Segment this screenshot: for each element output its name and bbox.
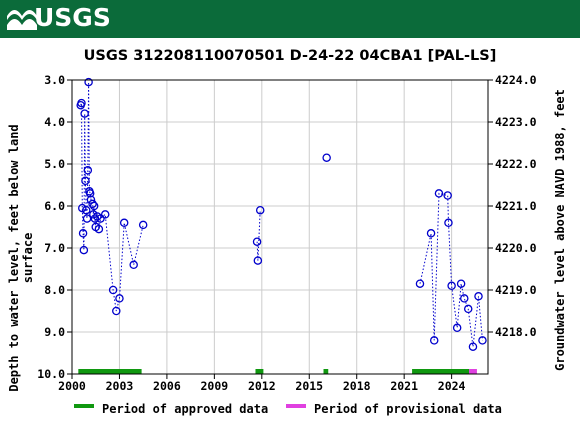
data-point (456, 279, 466, 288)
data-point (434, 189, 444, 198)
x-tick-label: 2018 (343, 379, 371, 393)
series-line (256, 210, 261, 261)
data-point (460, 294, 469, 303)
approved-period-bar (78, 369, 142, 374)
y-tick-label: 4.0 (44, 115, 65, 129)
data-point (100, 210, 110, 219)
right-y-tick-label: 4221.0 (495, 199, 537, 213)
data-point (90, 214, 100, 223)
usgs-banner: USGS (0, 0, 580, 38)
legend-provisional-label: Period of provisional data (314, 402, 502, 416)
x-tick-label: 2000 (58, 379, 86, 393)
data-point (129, 260, 138, 270)
y-tick-label: 3.0 (44, 73, 65, 87)
plot-frame (71, 79, 489, 375)
approved-period-bar (323, 369, 329, 374)
data-point (79, 245, 89, 255)
y-tick-label: 10.0 (37, 367, 65, 381)
series-connector-lines (80, 82, 483, 347)
data-point (81, 205, 91, 215)
data-point (443, 191, 452, 200)
data-point (119, 218, 129, 228)
data-point (83, 166, 93, 175)
period-bars (78, 369, 477, 374)
left-y-tick-labels: 3.0 4.0 5.0 6.0 7.0 8.0 9.0 10.0 (37, 73, 72, 381)
series-line (80, 82, 144, 312)
data-point (85, 189, 95, 198)
y-tick-label: 8.0 (44, 283, 65, 297)
y-tick-label: 6.0 (44, 199, 65, 213)
x-tick-labels: 2000 2003 2006 2009 2012 2015 2018 2021 2024 (58, 374, 466, 393)
data-point (444, 218, 453, 228)
data-point (447, 281, 456, 291)
data-points (76, 77, 487, 351)
data-point (89, 201, 99, 211)
data-point (429, 336, 439, 345)
data-point (255, 205, 265, 215)
data-point (252, 237, 262, 246)
data-point (80, 109, 89, 118)
data-point (463, 304, 473, 314)
x-tick-label: 2006 (153, 379, 181, 393)
data-point (81, 176, 90, 186)
data-point (88, 199, 97, 209)
x-tick-label: 2012 (248, 379, 276, 393)
data-point (138, 220, 148, 230)
right-y-axis-label: Groundwater level above NAVD 1988, feet (553, 89, 567, 371)
data-point (84, 77, 93, 87)
data-point (115, 294, 124, 303)
right-y-tick-label: 4218.0 (495, 325, 537, 339)
legend: Period of approved data Period of provis… (74, 402, 502, 416)
right-y-tick-labels: 4224.0 4223.0 4222.0 4221.0 4220.0 4219.0 4218… (488, 73, 537, 339)
data-point (82, 214, 92, 223)
chart-area: USGS 312208110070501 D-24-22 04CBA1 [PAL… (7, 48, 567, 416)
right-y-tick-label: 4220.0 (495, 241, 537, 255)
approved-period-bar (412, 369, 470, 374)
data-point (112, 306, 121, 316)
data-point (478, 336, 487, 345)
data-point (426, 229, 436, 238)
legend-approved-swatch (74, 404, 94, 408)
left-y-axis-label: Depth to water level, feet below land (7, 124, 21, 391)
data-point (77, 98, 86, 108)
legend-provisional-swatch (286, 404, 306, 408)
x-tick-label: 2021 (390, 379, 418, 393)
x-tick-label: 2003 (106, 379, 134, 393)
x-tick-label: 2009 (201, 379, 229, 393)
provisional-period-bar (469, 369, 477, 374)
data-point (452, 323, 462, 333)
legend-approved-label: Period of approved data (102, 402, 268, 416)
approved-period-bar (255, 369, 264, 374)
chart-title: USGS 312208110070501 D-24-22 04CBA1 [PAL… (84, 48, 497, 64)
data-point (94, 224, 104, 234)
data-point (415, 279, 425, 288)
series-line (419, 192, 483, 347)
right-y-tick-label: 4224.0 (495, 73, 537, 87)
data-point (468, 342, 478, 351)
x-tick-label: 2015 (295, 379, 323, 393)
right-y-tick-label: 4223.0 (495, 115, 537, 129)
x-tick-label: 2024 (438, 379, 466, 393)
data-point (474, 292, 483, 301)
usgs-logo-icon (7, 10, 37, 30)
y-tick-label: 7.0 (44, 241, 65, 255)
right-y-tick-label: 4219.0 (495, 283, 537, 297)
data-point (78, 229, 88, 238)
y-tick-label: 9.0 (44, 325, 65, 339)
grid-lines (71, 79, 488, 375)
y-tick-label: 5.0 (44, 157, 65, 171)
data-point (322, 153, 331, 162)
data-point (96, 214, 105, 223)
right-y-tick-label: 4222.0 (495, 157, 537, 171)
usgs-logo-text: USGS (34, 3, 111, 32)
data-point (253, 256, 263, 265)
data-point (108, 285, 118, 295)
left-y-axis-label-line2: surface (21, 233, 35, 284)
